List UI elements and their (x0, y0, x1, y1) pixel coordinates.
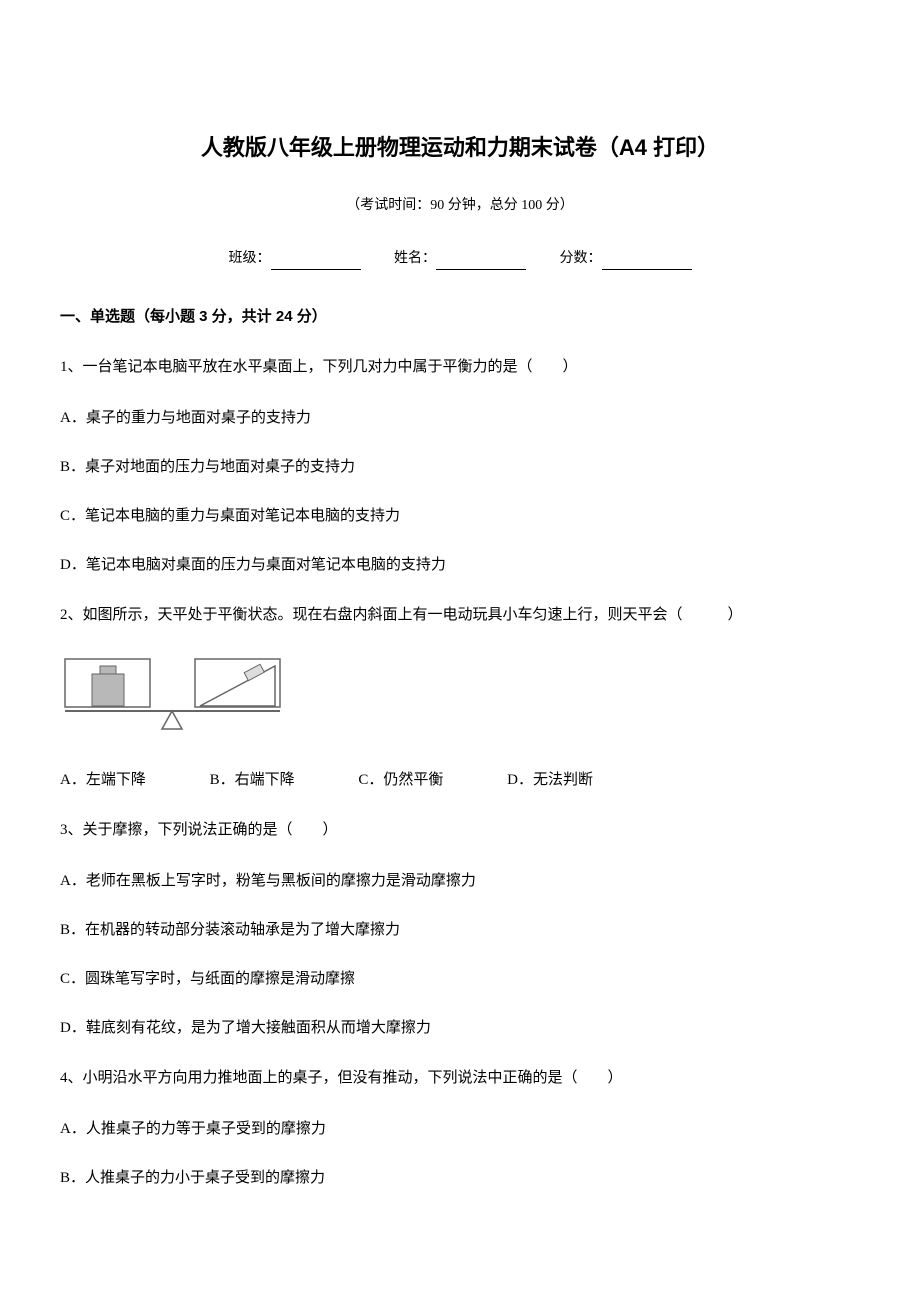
q1-text: 1、一台笔记本电脑平放在水平桌面上，下列几对力中属于平衡力的是（ ） (60, 354, 860, 381)
q4-text: 4、小明沿水平方向用力推地面上的桌子，但没有推动，下列说法中正确的是（ ） (60, 1065, 860, 1092)
q1-opt-a: A．桌子的重力与地面对桌子的支持力 (60, 406, 860, 430)
section1-heading: 一、单选题（每小题 3 分，共计 24 分） (60, 305, 860, 329)
q2-opt-b: B．右端下降 (210, 768, 295, 792)
name-blank (436, 252, 526, 270)
q1-opt-d: D．笔记本电脑对桌面的压力与桌面对笔记本电脑的支持力 (60, 553, 860, 577)
q1-opt-c: C．笔记本电脑的重力与桌面对笔记本电脑的支持力 (60, 504, 860, 528)
q3-opt-c: C．圆珠笔写字时，与纸面的摩擦是滑动摩擦 (60, 967, 860, 991)
name-label: 姓名： (394, 248, 436, 270)
exam-title: 人教版八年级上册物理运动和力期末试卷（A4 打印） (60, 130, 860, 165)
q2-opt-c: C．仍然平衡 (358, 768, 443, 792)
student-info-row: 班级： 姓名： 分数： (60, 248, 860, 270)
q3-opt-d: D．鞋底刻有花纹，是为了增大接触面积从而增大摩擦力 (60, 1016, 860, 1040)
q3-text: 3、关于摩擦，下列说法正确的是（ ） (60, 817, 860, 844)
q3-opt-b: B．在机器的转动部分装滚动轴承是为了增大摩擦力 (60, 918, 860, 942)
class-label: 班级： (229, 248, 271, 270)
q4-opt-b: B．人推桌子的力小于桌子受到的摩擦力 (60, 1166, 860, 1190)
score-label: 分数： (560, 248, 602, 270)
q4-opt-a: A．人推桌子的力等于桌子受到的摩擦力 (60, 1117, 860, 1141)
q2-options: A．左端下降 B．右端下降 C．仍然平衡 D．无法判断 (60, 768, 860, 792)
class-blank (271, 252, 361, 270)
q3-opt-a: A．老师在黑板上写字时，粉笔与黑板间的摩擦力是滑动摩擦力 (60, 869, 860, 893)
exam-info: （考试时间：90 分钟，总分 100 分） (60, 195, 860, 217)
q1-opt-b: B．桌子对地面的压力与地面对桌子的支持力 (60, 455, 860, 479)
q2-opt-d: D．无法判断 (507, 768, 593, 792)
q2-opt-a: A．左端下降 (60, 768, 146, 792)
score-blank (602, 252, 692, 270)
q2-text: 2、如图所示，天平处于平衡状态。现在右盘内斜面上有一电动玩具小车匀速上行，则天平… (60, 602, 860, 629)
balance-diagram (60, 654, 860, 743)
